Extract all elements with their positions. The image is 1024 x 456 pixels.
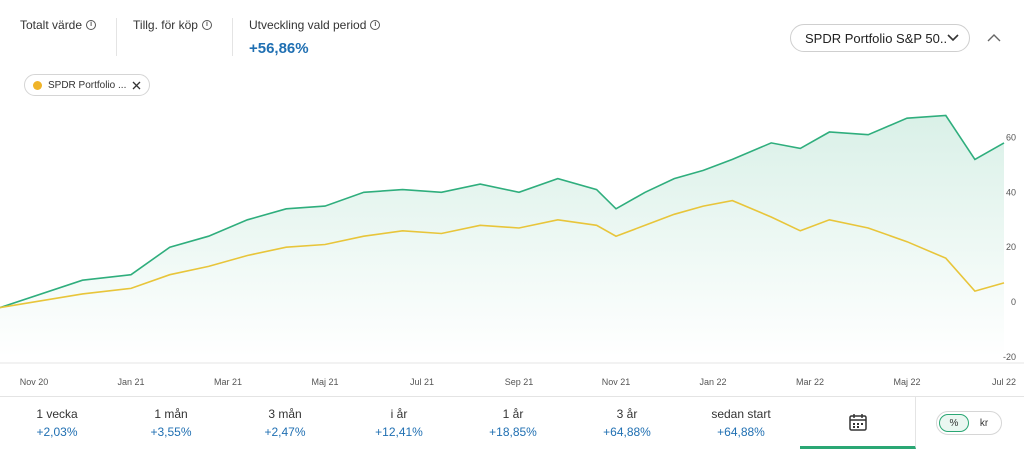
y-tick-label: 60 — [1006, 132, 1016, 142]
metric-total-value: Totalt värde i — [20, 18, 118, 56]
metric-available: Tillg. för köp i — [133, 18, 233, 56]
series-line — [0, 199, 1005, 309]
series-area — [0, 115, 1004, 357]
collapse-button[interactable] — [984, 28, 1004, 48]
info-icon[interactable]: i — [201, 20, 212, 30]
x-tick-label: Jan 21 — [117, 377, 144, 387]
summary-metrics: Totalt värde i Tillg. för köp i Utveckling… — [20, 18, 416, 57]
period-3-years[interactable]: 3 år +64,88% — [570, 397, 684, 448]
period-label: 1 mån — [154, 407, 188, 421]
x-tick-label: Nov 21 — [602, 377, 631, 387]
metric-label: Tillg. för köp — [133, 18, 198, 32]
x-tick-label: Jan 22 — [699, 377, 726, 387]
period-ytd[interactable]: i år +12,41% — [342, 397, 456, 448]
period-value: +2,47% — [264, 425, 306, 439]
unit-toggle: % kr — [936, 411, 1002, 435]
period-label: 1 vecka — [36, 407, 78, 421]
series-line — [0, 114, 1005, 309]
series-color-dot — [33, 80, 42, 90]
x-tick-label: Maj 21 — [311, 377, 338, 387]
custom-period-tab[interactable] — [800, 397, 916, 449]
performance-chart: Nov 20 Jan 21 Mar 21 Maj 21 Jul 21 Sep 21 Nov … — [0, 114, 1024, 387]
x-tick-label: Jul 21 — [410, 377, 434, 387]
period-value: +64,88% — [717, 425, 765, 439]
period-value: +64,88% — [603, 425, 651, 439]
chevron-up-icon — [987, 34, 1001, 42]
x-tick-label: Jul 22 — [992, 377, 1016, 387]
fund-select-value: SPDR Portfolio S&P 50... — [805, 30, 947, 46]
period-label: 3 år — [616, 407, 638, 421]
x-tick-label: Mar 22 — [796, 377, 824, 387]
metric-development: Utveckling vald period i +56,86% — [248, 18, 400, 57]
x-tick-label: Mar 21 — [214, 377, 242, 387]
legend-chip-label: SPDR Portfolio ... — [48, 79, 127, 91]
period-value: +18,85% — [489, 425, 537, 439]
y-tick-label: -20 — [1003, 352, 1016, 362]
period-value: +2,03% — [36, 425, 78, 439]
close-icon — [132, 81, 141, 89]
x-axis-ticks: Nov 20 Jan 21 Mar 21 Maj 21 Jul 21 Sep 21 Nov … — [20, 377, 1016, 387]
period-label: 3 mån — [268, 407, 302, 421]
info-icon[interactable]: i — [86, 20, 97, 30]
y-tick-label: 20 — [1006, 242, 1016, 252]
remove-series-button[interactable] — [132, 81, 141, 90]
x-tick-label: Nov 20 — [20, 377, 49, 387]
period-1-month[interactable]: 1 mån +3,55% — [114, 397, 228, 448]
currency-toggle-option[interactable]: kr — [979, 417, 989, 429]
metric-label: Utveckling vald period — [248, 18, 367, 32]
y-axis-ticks: 60 40 20 0 -20 — [1003, 132, 1016, 362]
legend-chip[interactable]: SPDR Portfolio ... — [24, 74, 151, 96]
percent-toggle-option[interactable]: % — [939, 414, 969, 432]
period-label: 1 år — [502, 407, 524, 421]
period-1-week[interactable]: 1 vecka +2,03% — [0, 397, 114, 448]
x-tick-label: Maj 22 — [893, 377, 920, 387]
info-icon[interactable]: i — [370, 20, 381, 30]
y-tick-label: 40 — [1006, 187, 1016, 197]
development-value: +56,86% — [248, 40, 309, 57]
period-value: +3,55% — [150, 425, 192, 439]
y-tick-label: 0 — [1011, 297, 1016, 307]
calendar-icon — [848, 413, 867, 431]
period-selector: 1 vecka +2,03% 1 mån +3,55% 3 mån +2,47%… — [0, 396, 1024, 449]
chevron-down-icon — [947, 34, 959, 42]
period-since-start[interactable]: sedan start +64,88% — [684, 397, 798, 448]
period-value: +12,41% — [375, 425, 423, 439]
period-label: i år — [390, 407, 408, 421]
fund-select[interactable]: SPDR Portfolio S&P 50... — [790, 24, 970, 52]
period-1-year[interactable]: 1 år +18,85% — [456, 397, 570, 448]
metric-label: Totalt värde — [20, 18, 83, 32]
period-label: sedan start — [711, 407, 771, 421]
plot-area — [0, 114, 1005, 357]
x-tick-label: Sep 21 — [505, 377, 534, 387]
period-3-months[interactable]: 3 mån +2,47% — [228, 397, 342, 448]
